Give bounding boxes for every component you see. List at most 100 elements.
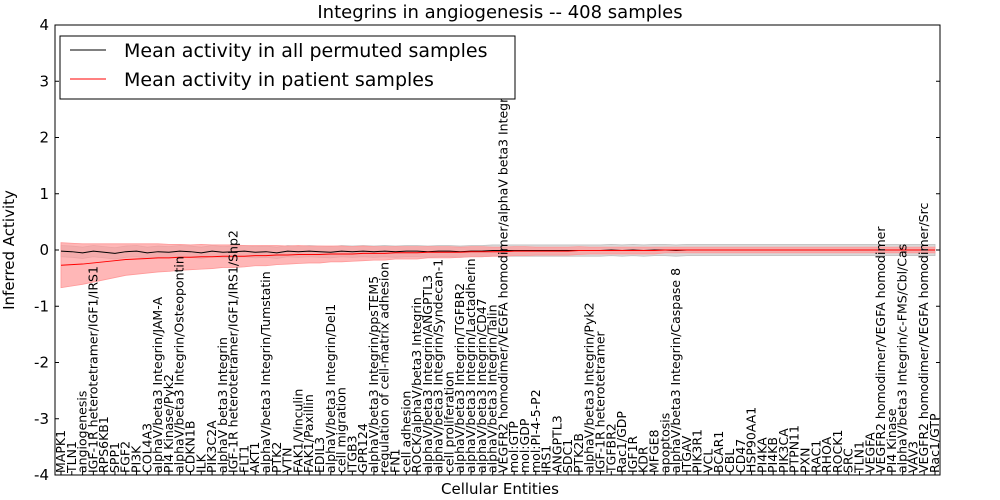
category-label: ROCK/alphaV/beta3 Integrin — [409, 297, 424, 473]
category-label: MAPK1 — [53, 430, 68, 473]
category-label: IGF-1R heterotetramer — [593, 330, 608, 473]
patient-mean-line — [60, 249, 935, 266]
category-label: VAV3 — [905, 441, 920, 473]
category-label: alphaV/beta3 Integrin/c-FMS/Cbl/Cas — [895, 244, 910, 473]
category-label: alphaV/beta3 Integrin/CD47 — [474, 298, 489, 473]
y-tick-label: 0 — [39, 241, 49, 259]
category-label: alphaV/beta3 Integrin/JAM-A — [150, 297, 165, 473]
category-label: PTK2 — [269, 442, 284, 473]
legend-box — [59, 35, 516, 100]
category-label: CD47 — [733, 439, 748, 473]
category-label: VEGFR2 homodimer/VEGFA homodimer — [873, 226, 888, 473]
category-label: CBL — [722, 449, 737, 473]
category-label: AKT1 — [247, 442, 262, 473]
category-label: PIK3CA — [776, 428, 791, 473]
category-label: KDR — [636, 446, 651, 473]
category-label: apoptosis — [657, 413, 672, 473]
category-label: FAK1/Vinculin — [290, 389, 305, 473]
category-label: IGF-1R heterotetramer/IGF1/IRS1/Shp2 — [226, 230, 241, 473]
category-label: TGFBR2 — [603, 423, 618, 474]
category-label: RAC1 — [808, 440, 823, 473]
category-label: VCL — [700, 449, 715, 473]
category-label: cell migration — [334, 387, 349, 473]
category-label: VTN — [280, 447, 295, 473]
y-tick-label: -2 — [34, 354, 49, 372]
chart-title: Integrins in angiogenesis -- 408 samples — [317, 2, 682, 23]
category-label: cell proliferation — [441, 371, 456, 473]
patient-band — [60, 242, 936, 289]
category-label: IGF-1R heterotetramer/IGF1/IRS1 — [85, 266, 100, 473]
category-label: alphaV/beta3 Integrin/Pyk2 — [582, 302, 597, 473]
legend-label-patient: Mean activity in patient samples — [124, 69, 434, 91]
category-label: alphaV beta3 Integrin — [215, 337, 230, 473]
category-label: mol:GDP — [517, 418, 532, 473]
category-label: IRS1 — [539, 445, 554, 473]
category-label: alphaV/beta3 Integrin/Caspase 8 — [668, 268, 683, 473]
category-label: SPP1 — [107, 442, 122, 473]
y-tick-label: 2 — [39, 129, 49, 147]
category-label: RHOA — [819, 436, 834, 473]
category-label: PI4KB — [765, 437, 780, 473]
category-label: alphaV/beta3 Integrin/Lactadherin — [463, 258, 478, 473]
category-label: FLT1 — [236, 445, 251, 473]
category-label: PI4 Kinase/Pyk2 — [161, 374, 176, 473]
category-label: TLN1 — [851, 441, 866, 474]
category-label: alphaV/beta3 Integrin/Talin — [485, 305, 500, 474]
x-axis — [60, 471, 936, 475]
category-label: alphaV/beta3 Integrin/Syndecan-1 — [431, 259, 446, 473]
y-axis-title: Inferred Activity — [0, 190, 18, 310]
category-label: PIK3C2A — [204, 420, 219, 473]
category-label: PIK3R1 — [690, 429, 705, 473]
legend-label-permuted: Mean activity in all permuted samples — [124, 40, 487, 62]
category-label: ROCK1 — [830, 430, 845, 473]
category-label: PTK2B — [571, 433, 586, 473]
category-label: cell adhesion — [398, 391, 413, 473]
category-label: PI4 Kinase — [884, 408, 899, 473]
category-label: alphaV/beta3 Integrin/ppsTEM5 — [366, 276, 381, 473]
category-label: GPR124 — [355, 423, 370, 473]
category-label: ILK — [193, 453, 208, 473]
category-label: mol:GTP — [506, 421, 521, 473]
category-label: SRC — [841, 448, 856, 473]
category-label: FN1 — [387, 449, 402, 474]
category-label: EDIL3 — [312, 437, 327, 473]
category-label: Rac1/GTP — [927, 413, 942, 473]
category-label: HSP90AA1 — [744, 407, 759, 473]
y-tick-label: -4 — [34, 466, 49, 484]
category-label: CDKN1B — [182, 421, 197, 473]
x-axis-title: Cellular Entities — [441, 480, 559, 498]
category-label: BCAR1 — [711, 431, 726, 473]
legend: Mean activity in all permuted samples Me… — [59, 35, 516, 100]
category-label: PTPN11 — [787, 425, 802, 473]
y-tick-label: 1 — [39, 185, 49, 203]
category-label: FAK1/Paxillin — [301, 394, 316, 473]
category-label: VEGFA — [862, 432, 877, 473]
category-label: IGF1R — [625, 435, 640, 473]
category-label: Rac1/GDP — [614, 411, 629, 473]
category-label: VEGFR2 homodimer/VEGFA homodimer/Src — [916, 203, 931, 473]
category-label: ANGPTL3 — [549, 415, 564, 473]
series-lines — [60, 249, 935, 266]
category-label: SDC1 — [560, 439, 575, 473]
category-label: PI3K — [129, 445, 144, 473]
y-axis: -4 -3 -2 -1 0 1 2 3 4 — [34, 16, 940, 484]
category-label: COL4A3 — [139, 423, 154, 473]
y-tick-label: 4 — [39, 16, 49, 34]
category-label: VEGFR2 homodimer/VEGFA homodimer/alphaV … — [495, 86, 510, 473]
category-label: RPS6KB1 — [96, 416, 111, 473]
category-label: TLN1 — [64, 441, 79, 474]
category-label: alphaV/beta3 Integrin/Osteopontin — [172, 256, 187, 473]
category-label: PXN — [798, 448, 813, 473]
y-tick-label: -1 — [34, 297, 49, 315]
y-tick-label: 3 — [39, 72, 49, 90]
category-label: FGF2 — [118, 441, 133, 473]
category-label: alphaV/beta3 Integrin/Del1 — [323, 304, 338, 473]
category-label: MFGE8 — [646, 429, 661, 473]
y-tick-label: -3 — [34, 410, 49, 428]
category-label: ITGB3 — [344, 435, 359, 473]
category-label: alphaV/beta3 Integrin/ANGPTL3 — [420, 275, 435, 473]
category-label: ITGAV — [679, 435, 694, 473]
category-label: alphaV/beta3 Integrin/TGFBR2 — [452, 283, 467, 473]
